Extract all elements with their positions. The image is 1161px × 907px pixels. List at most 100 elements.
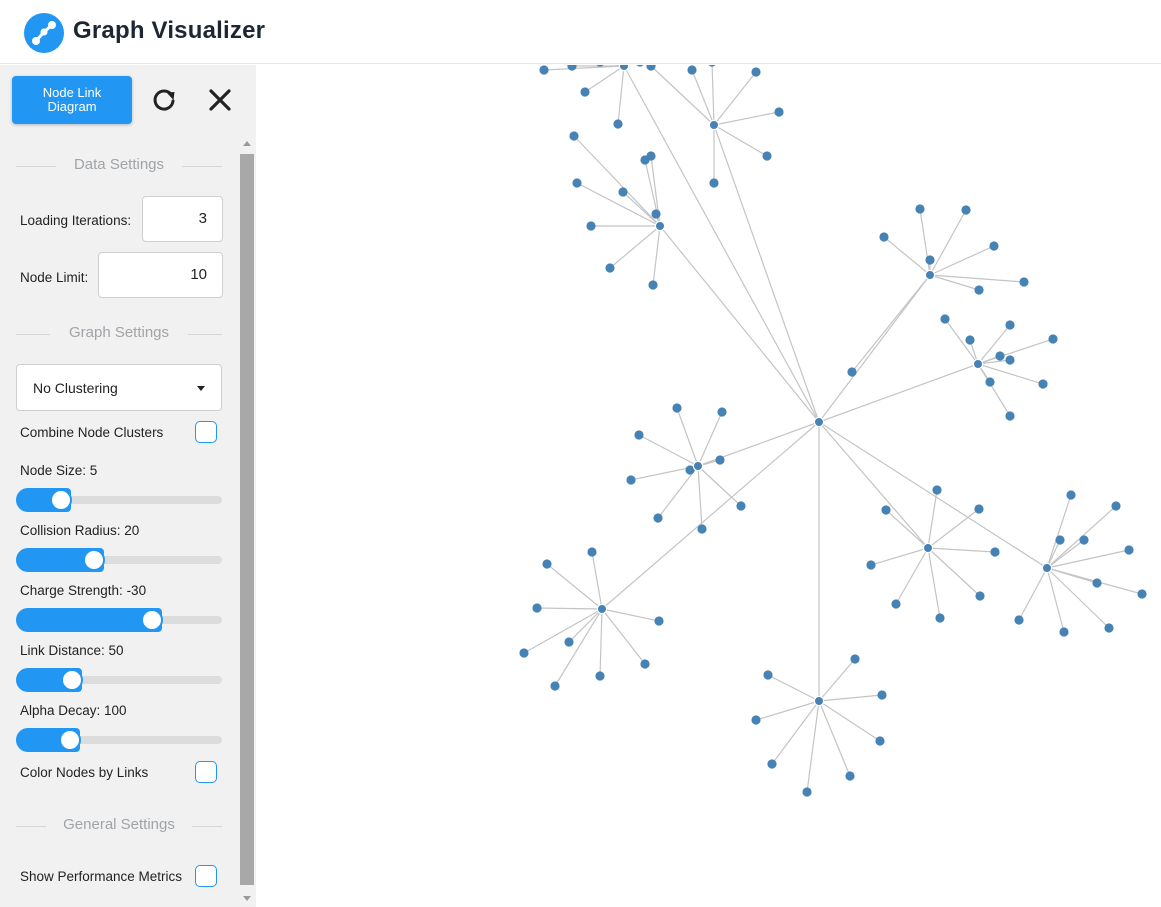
- graph-link[interactable]: [713, 124, 820, 423]
- sidebar-scrollbar[interactable]: [238, 65, 256, 907]
- graph-link[interactable]: [927, 547, 996, 553]
- graph-node[interactable]: [891, 599, 901, 609]
- loading-iterations-input[interactable]: 3: [142, 196, 223, 242]
- graph-node[interactable]: [974, 285, 984, 295]
- graph-link[interactable]: [609, 225, 661, 269]
- graph-link[interactable]: [601, 608, 646, 665]
- graph-link[interactable]: [818, 700, 851, 777]
- graph-node[interactable]: [879, 232, 889, 242]
- graph-link[interactable]: [885, 509, 929, 549]
- graph-link[interactable]: [1046, 567, 1098, 584]
- graph-hub-node[interactable]: [708, 119, 720, 131]
- graph-node[interactable]: [802, 787, 812, 797]
- graph-node[interactable]: [532, 603, 542, 613]
- graph-link[interactable]: [523, 608, 603, 654]
- graph-node[interactable]: [640, 155, 650, 165]
- graph-link[interactable]: [573, 135, 661, 227]
- graph-node[interactable]: [572, 178, 582, 188]
- graph-link[interactable]: [546, 563, 603, 610]
- graph-node[interactable]: [925, 255, 935, 265]
- graph-link[interactable]: [601, 608, 660, 622]
- graph-link[interactable]: [638, 434, 699, 467]
- graph-node[interactable]: [672, 403, 682, 413]
- graph-node[interactable]: [932, 485, 942, 495]
- graph-node[interactable]: [866, 560, 876, 570]
- graph-link[interactable]: [851, 274, 931, 373]
- graph-link[interactable]: [818, 658, 856, 702]
- graph-node[interactable]: [1005, 320, 1015, 330]
- graph-node[interactable]: [539, 65, 549, 75]
- graph-link[interactable]: [818, 700, 881, 742]
- graph-link[interactable]: [977, 359, 1011, 365]
- graph-link[interactable]: [591, 551, 603, 610]
- graph-link[interactable]: [623, 65, 820, 423]
- slider-thumb[interactable]: [82, 549, 105, 571]
- graph-node[interactable]: [654, 616, 664, 626]
- graph-node[interactable]: [974, 504, 984, 514]
- graph-hub-node[interactable]: [924, 269, 936, 281]
- graph-node[interactable]: [845, 771, 855, 781]
- slider-thumb[interactable]: [49, 489, 72, 511]
- graph-link[interactable]: [927, 547, 981, 597]
- graph-node[interactable]: [1104, 623, 1114, 633]
- graph-link[interactable]: [919, 208, 931, 276]
- clustering-select[interactable]: No Clustering: [16, 364, 222, 411]
- graph-node[interactable]: [767, 759, 777, 769]
- graph-node[interactable]: [1048, 334, 1058, 344]
- graph-node[interactable]: [542, 559, 552, 569]
- graph-link[interactable]: [691, 69, 715, 126]
- graph-link[interactable]: [652, 225, 661, 286]
- graph-link[interactable]: [568, 608, 603, 643]
- graph-node[interactable]: [915, 204, 925, 214]
- graph-node[interactable]: [751, 67, 761, 77]
- slider-thumb[interactable]: [140, 609, 163, 631]
- graph-link[interactable]: [818, 274, 931, 423]
- graph-node[interactable]: [586, 221, 596, 231]
- graph-link[interactable]: [601, 421, 820, 610]
- graph-link[interactable]: [818, 421, 1048, 569]
- graph-node[interactable]: [567, 65, 577, 71]
- graph-node[interactable]: [580, 87, 590, 97]
- graph-node[interactable]: [935, 613, 945, 623]
- graph-link[interactable]: [977, 363, 1044, 385]
- graph-node[interactable]: [1005, 355, 1015, 365]
- graph-node[interactable]: [550, 681, 560, 691]
- color-by-links-checkbox[interactable]: [195, 761, 217, 783]
- graph-link[interactable]: [657, 465, 699, 519]
- graph-link[interactable]: [1046, 539, 1085, 569]
- graph-link[interactable]: [697, 465, 703, 530]
- graph-node[interactable]: [651, 209, 661, 219]
- show-metrics-checkbox[interactable]: [195, 865, 217, 887]
- graph-node[interactable]: [1055, 535, 1065, 545]
- graph-node[interactable]: [736, 501, 746, 511]
- graph-hub-node[interactable]: [692, 460, 704, 472]
- graph-node[interactable]: [850, 654, 860, 664]
- graph-node[interactable]: [1124, 545, 1134, 555]
- graph-link[interactable]: [650, 65, 715, 126]
- graph-node[interactable]: [965, 335, 975, 345]
- graph-node[interactable]: [653, 513, 663, 523]
- graph-link[interactable]: [536, 607, 603, 610]
- graph-link[interactable]: [1046, 567, 1110, 629]
- graph-node[interactable]: [1059, 627, 1069, 637]
- graph-link[interactable]: [927, 547, 941, 619]
- graph-link[interactable]: [599, 608, 603, 677]
- graph-link[interactable]: [711, 65, 715, 126]
- graph-link[interactable]: [554, 608, 603, 687]
- graph-link[interactable]: [697, 465, 742, 507]
- graph-link[interactable]: [806, 700, 820, 793]
- graph-link[interactable]: [870, 547, 929, 566]
- graph-node[interactable]: [587, 547, 597, 557]
- graph-node[interactable]: [634, 430, 644, 440]
- graph-node[interactable]: [717, 407, 727, 417]
- graph-node[interactable]: [618, 187, 628, 197]
- graph-node[interactable]: [519, 648, 529, 658]
- graph-node[interactable]: [1014, 615, 1024, 625]
- graph-link[interactable]: [543, 65, 625, 71]
- graph-node[interactable]: [640, 659, 650, 669]
- graph-node[interactable]: [881, 505, 891, 515]
- graph-node[interactable]: [687, 65, 697, 75]
- scrollbar-thumb[interactable]: [240, 154, 254, 885]
- graph-node[interactable]: [995, 351, 1005, 361]
- graph-link[interactable]: [713, 71, 757, 126]
